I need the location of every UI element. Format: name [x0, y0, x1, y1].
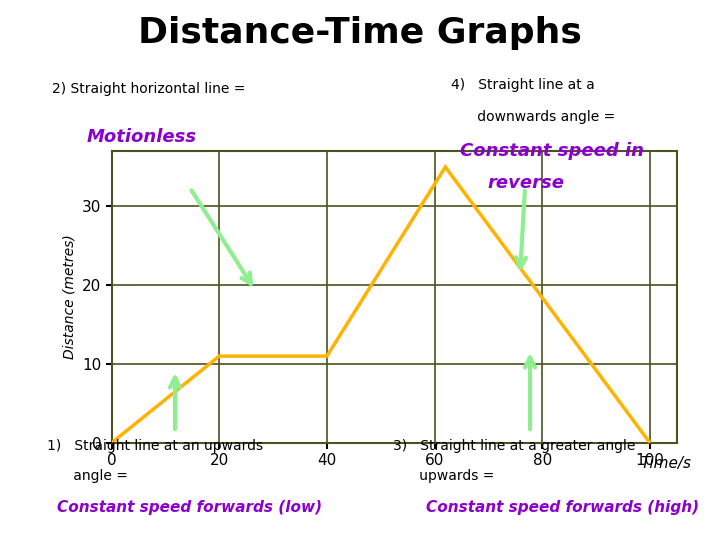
Text: 3)   Straight line at a greater angle: 3) Straight line at a greater angle: [392, 439, 635, 453]
Text: Constant speed forwards (high): Constant speed forwards (high): [426, 500, 699, 515]
Text: 4)   Straight line at a: 4) Straight line at a: [451, 78, 595, 92]
Text: Motionless: Motionless: [86, 128, 197, 146]
Text: Constant speed forwards (low): Constant speed forwards (low): [57, 500, 323, 515]
Text: Time/s: Time/s: [640, 456, 691, 471]
Y-axis label: Distance (metres): Distance (metres): [62, 234, 76, 360]
Text: upwards =: upwards =: [392, 469, 494, 483]
Text: Distance-Time Graphs: Distance-Time Graphs: [138, 16, 582, 50]
Text: angle =: angle =: [47, 469, 128, 483]
Text: reverse: reverse: [487, 173, 564, 192]
Text: 2) Straight horizontal line =: 2) Straight horizontal line =: [52, 83, 246, 97]
Text: 1)   Straight line at an upwards: 1) Straight line at an upwards: [47, 439, 263, 453]
Text: downwards angle =: downwards angle =: [451, 110, 616, 124]
Text: Constant speed in: Constant speed in: [460, 143, 644, 160]
